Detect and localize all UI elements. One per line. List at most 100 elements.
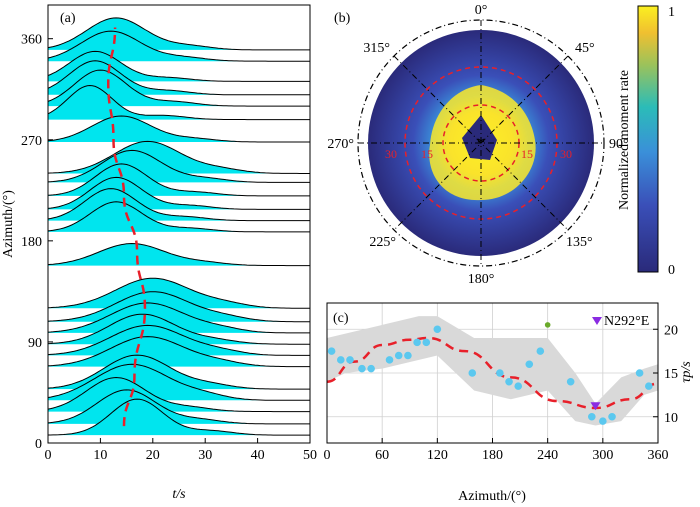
observation-point [422,338,431,347]
x-tick-label: 40 [251,448,265,463]
waveform-line [48,376,310,413]
waveform-fill [48,201,310,232]
y-tick-label: 20 [664,323,678,338]
polar-spokes [358,20,604,266]
angle-label-315: 315° [363,41,390,56]
observation-point [394,351,403,360]
x-tick-label: 120 [427,448,448,463]
waveform-fill [48,278,310,309]
waveform-fill [48,141,310,174]
observation-point [358,364,366,373]
panel-label: (a) [60,11,76,26]
heatmap-center [462,115,497,160]
panel-a: 0 10 20 30 40 50 0 90 180 270 360 (a) t/s Azimuth… [1,4,317,502]
radial-label-15-left: 15 [421,147,433,161]
observation-point [514,382,523,390]
trend-curve [107,27,147,427]
waveform-line [48,69,310,107]
waveform-fill [48,243,310,266]
waveform-fill [48,116,310,142]
outlier-point [544,322,551,328]
waveform-line [48,149,310,183]
radial-label-15-right: 15 [521,147,533,161]
waveform-line [48,398,310,436]
y-axis-label: Azimuth/(°) [1,190,16,258]
waveform-line [48,363,310,401]
x-tick-label: 300 [592,448,613,463]
y-tick-label: 270 [21,134,42,149]
colorbar-tick-min: 0 [668,263,675,278]
y-tick-label: 0 [35,437,42,452]
x-tick-label: 240 [537,448,558,463]
axes-frame [47,4,311,444]
observation-point [588,412,596,421]
x-axis: 0 10 20 30 40 50 [45,438,317,463]
fit-curve [327,336,658,410]
observation-point [468,369,477,377]
observation-point [327,347,336,355]
waveform-line [48,176,310,210]
colorbar [637,5,659,273]
x-tick-label: 50 [303,448,317,463]
waveform-line [48,313,310,345]
waveform-line [48,163,310,197]
observation-point [496,369,504,377]
panel-label: (b) [334,11,351,26]
angle-label-135: 135° [566,235,593,250]
observation-point [635,369,644,377]
waveform-line [48,324,310,356]
observation-point [505,377,513,386]
observation-point [336,356,345,364]
radial-label-30-left: 30 [385,147,397,161]
angle-label-0: 0° [475,3,488,18]
angle-label-270: 270° [327,137,354,152]
observation-point [346,356,354,364]
waveform-line [48,50,310,82]
y-axis: 0 90 180 270 360 [21,33,53,452]
waveform-fill [48,336,310,367]
waveform-line [48,17,310,51]
y-axis: 10 15 20 [653,323,678,426]
observation-point [413,338,421,347]
angle-label-90: 90° [609,137,629,152]
waveform-line [48,277,310,309]
x-tick-label: 180 [482,448,503,463]
x-axis-label: t/s [172,487,186,502]
waveform-line [48,201,310,233]
waveform-line [48,354,310,390]
waveform-line [48,60,310,96]
observation-point [645,382,653,390]
angle-label-45: 45° [575,41,595,56]
observation-point [404,351,412,360]
waveform-line [48,336,310,368]
observation-point [525,360,534,369]
observation-point [367,364,375,373]
panel-b: * 15 15 30 30 0° 45° 90° 135° 180° 225° … [327,3,675,287]
observation-point [433,325,442,334]
angle-label-225: 225° [369,235,396,250]
waveform-fill [48,70,310,107]
y-axis-label: τp/s [679,361,694,383]
waveform-line [48,188,310,222]
x-axis-label: Azimuth/(°) [458,489,526,504]
x-tick-label: 360 [648,448,669,463]
observation-point [599,417,607,425]
waveform-line [48,389,310,425]
x-tick-label: 60 [375,448,389,463]
y-tick-label: 180 [21,235,42,250]
observation-point [385,356,394,364]
waveform-line [48,115,310,143]
n292e-marker [590,402,601,411]
observation-point [566,377,575,386]
colorbar-label: Normalized moment rate [617,70,632,210]
y-tick-label: 15 [664,367,678,382]
waveform-line [48,291,310,323]
x-tick-label: 0 [45,448,52,463]
colorbar-tick-max: 1 [668,5,675,20]
radial-label-30-right: 30 [560,147,572,161]
observation-points [327,322,653,425]
waveform-line [48,30,310,62]
y-tick-label: 360 [21,33,42,48]
x-tick-label: 0 [324,448,331,463]
waveform-group [48,17,310,436]
